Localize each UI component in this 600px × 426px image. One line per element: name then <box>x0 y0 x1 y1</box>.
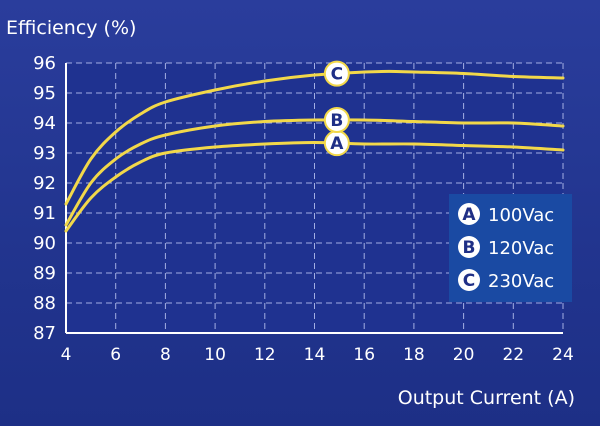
x-tick-label: 8 <box>160 345 171 365</box>
y-tick-label: 90 <box>33 233 56 254</box>
legend-badge-a <box>458 203 480 225</box>
y-tick-label: 88 <box>33 293 56 314</box>
y-tick-label: 96 <box>33 53 56 74</box>
legend-entry-label: 230Vac <box>488 271 554 292</box>
series-line-120vac <box>64 118 565 227</box>
legend-badge-label: C <box>463 271 475 291</box>
x-tick-label: 6 <box>110 345 121 365</box>
curve-marker-c <box>323 60 350 87</box>
y-tick-label: 89 <box>33 263 56 284</box>
x-tick-label: 24 <box>552 345 574 365</box>
x-tick-label: 20 <box>453 345 475 365</box>
x-axis-title: Output Current (A) <box>398 387 575 409</box>
curves <box>64 69 565 233</box>
x-tick-label: 14 <box>304 345 326 365</box>
y-tick-label: 87 <box>33 323 56 344</box>
curve-marker-b <box>323 107 350 133</box>
x-tick-label: 16 <box>353 345 375 365</box>
legend-entry-label: 100Vac <box>488 205 554 226</box>
y-tick-label: 95 <box>33 83 56 104</box>
curve-marker-label: A <box>330 134 344 154</box>
series-line-230vac <box>64 69 565 206</box>
axes: 87 88 89 90 91 92 93 94 95 96 4 6 8 10 12 14 16 18 20 22 24 <box>33 53 574 365</box>
y-axis-title: Efficiency (%) <box>6 17 136 39</box>
x-tick-label: 10 <box>204 345 226 365</box>
y-tick-label: 92 <box>33 173 56 194</box>
legend-badge-label: A <box>462 205 476 225</box>
y-tick-label: 93 <box>33 143 56 164</box>
legend-entry-label: 120Vac <box>488 238 554 259</box>
curve-marker-label: B <box>330 111 343 131</box>
legend-badge-c <box>458 269 480 291</box>
legend: A 100Vac B 120Vac C 230Vac <box>449 194 572 302</box>
y-tick-label: 94 <box>33 113 56 134</box>
series-line-100vac <box>64 141 565 233</box>
x-tick-label: 22 <box>502 345 524 365</box>
y-tick-label: 91 <box>33 203 56 224</box>
legend-badge-b <box>458 236 480 258</box>
x-tick-label: 12 <box>254 345 276 365</box>
curve-marker-label: C <box>331 65 343 85</box>
x-tick-label: 18 <box>403 345 425 365</box>
x-tick-label: 4 <box>61 345 72 365</box>
legend-badge-label: B <box>463 238 476 258</box>
curve-markers: AB C <box>323 60 350 157</box>
